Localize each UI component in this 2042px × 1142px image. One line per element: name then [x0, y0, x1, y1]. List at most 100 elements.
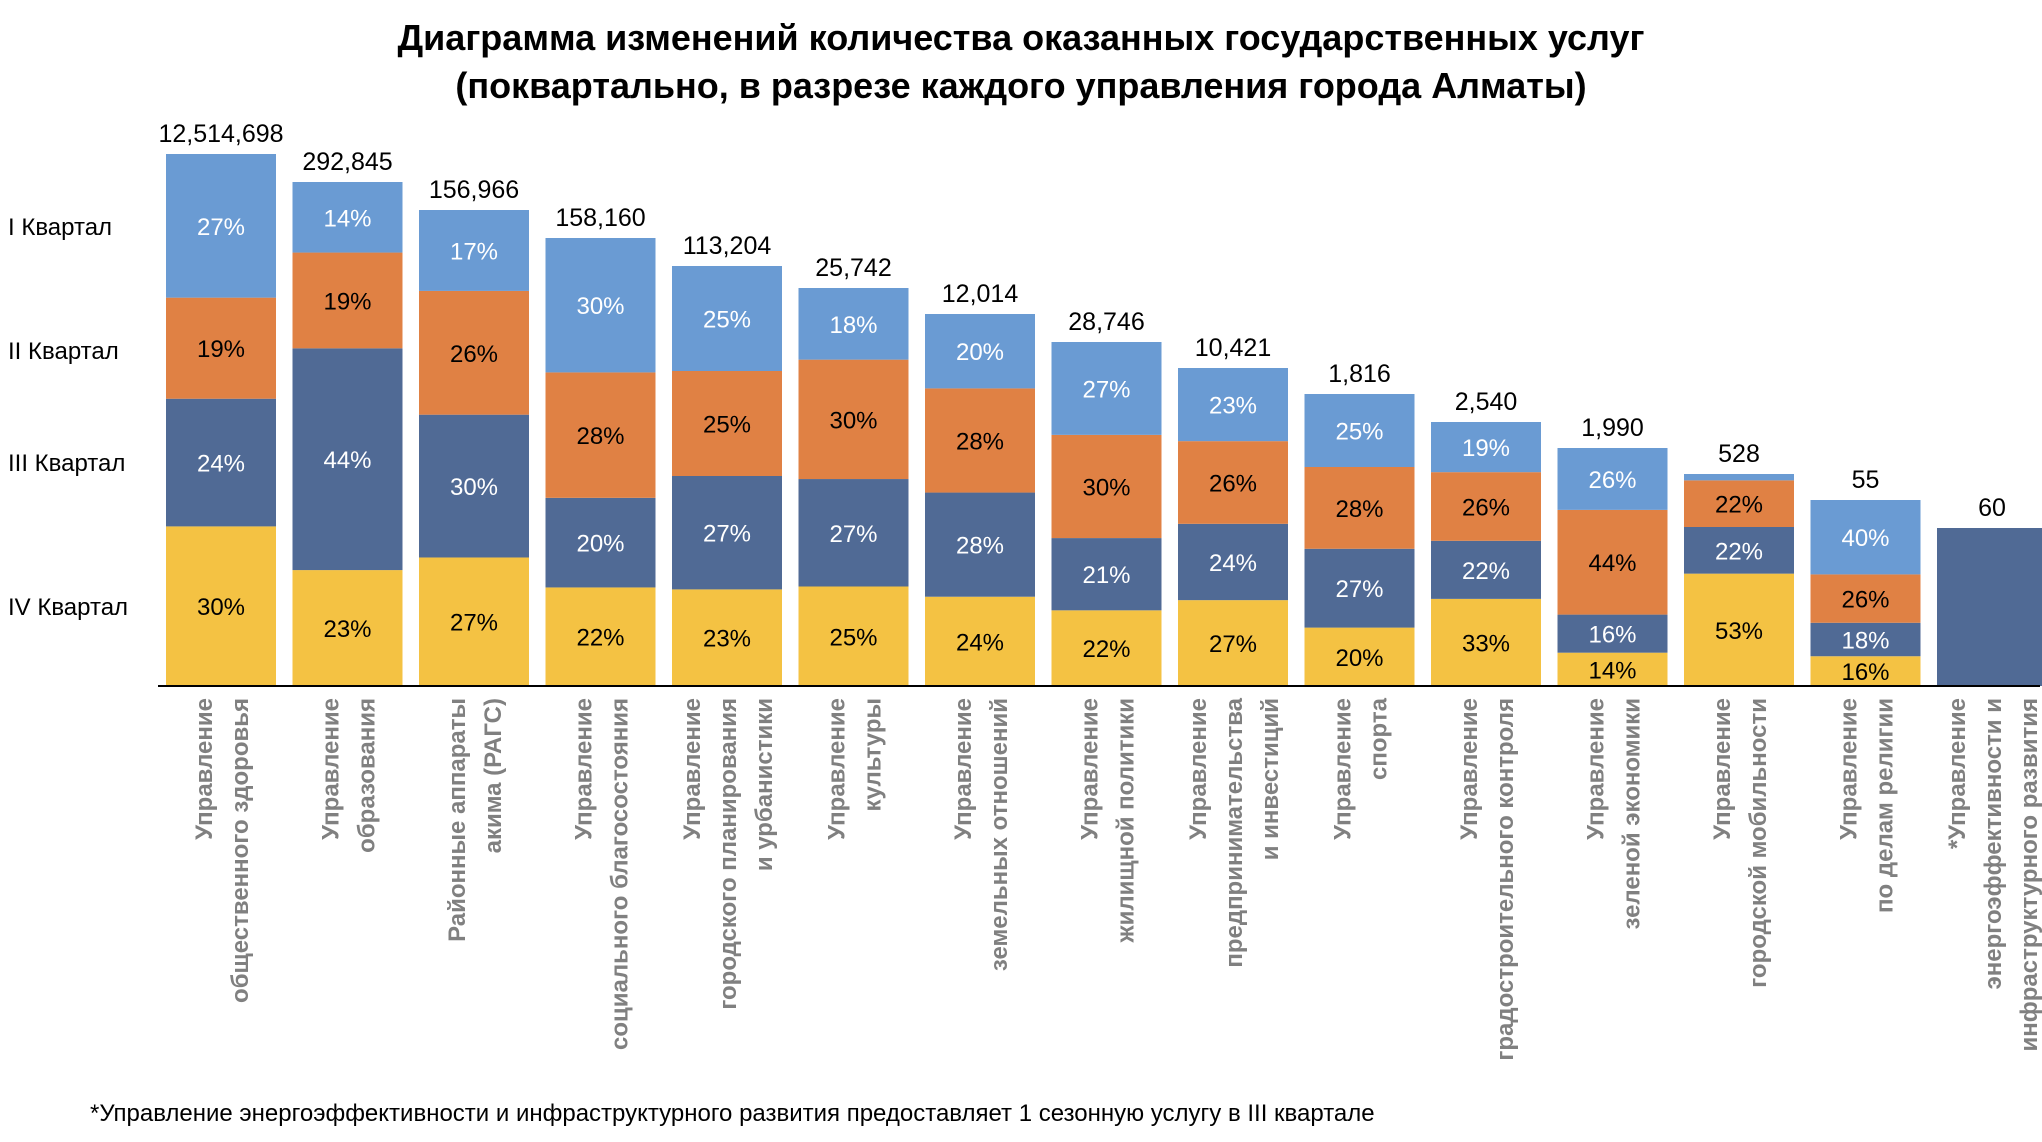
bar-segment-iii-14 — [1937, 528, 2042, 686]
bar-segment-i-3 — [545, 238, 656, 373]
bar-label-i-10: 19% — [1462, 435, 1510, 462]
total-label-3: 158,160 — [555, 204, 645, 232]
category-label-6-line-1: Управление — [950, 698, 977, 840]
bar-segment-ii-7 — [1051, 434, 1162, 539]
bar-segment-iii-3 — [545, 497, 656, 588]
bar-segment-iv-13 — [1810, 656, 1921, 686]
bar-segment-i-13 — [1810, 500, 1921, 575]
category-label-12-line-2: городской мобильности — [1745, 698, 1772, 988]
total-label-13: 55 — [1852, 466, 1880, 494]
category-label-14-line-2: энергоэффективности и — [1980, 698, 2007, 989]
bar-label-iv-10: 33% — [1462, 630, 1510, 657]
bar-label-ii-3: 28% — [576, 423, 624, 450]
bar-label-iv-4: 23% — [703, 626, 751, 653]
total-label-2: 156,966 — [429, 176, 519, 204]
bar-segment-iii-13 — [1810, 622, 1921, 657]
bar-segment-iii-11 — [1557, 614, 1668, 653]
category-label-3-line-1: Управление — [571, 698, 598, 840]
bar-segment-ii-3 — [545, 372, 656, 498]
bar-label-iv-0: 30% — [197, 594, 245, 621]
bar-segment-iv-6 — [925, 596, 1035, 686]
footnote: *Управление энергоэффективности и инфрас… — [90, 1100, 1375, 1127]
total-label-9: 1,816 — [1328, 360, 1391, 388]
bar-label-i-8: 23% — [1209, 393, 1257, 420]
bar-label-i-0: 27% — [197, 214, 245, 241]
bar-segment-iv-2 — [419, 557, 529, 686]
bar-segment-i-7 — [1051, 342, 1162, 435]
bar-label-i-5: 18% — [829, 312, 877, 339]
bar-segment-iv-7 — [1051, 610, 1162, 686]
category-label-3-line-2: социального благосостояния — [607, 698, 634, 1050]
bar-label-iii-5: 27% — [829, 521, 877, 548]
bar-segment-iii-1 — [292, 348, 403, 571]
bar-segment-iii-6 — [925, 492, 1035, 597]
bar-label-ii-8: 26% — [1209, 470, 1257, 497]
category-label-14-line-1: *Управление — [1944, 698, 1971, 849]
bar-label-ii-13: 26% — [1841, 587, 1889, 614]
bar-label-iii-12: 22% — [1715, 538, 1763, 565]
category-label-0-line-2: общественного здоровья — [227, 698, 254, 1003]
bar-segment-iv-5 — [798, 586, 909, 686]
bar-segment-ii-8 — [1178, 441, 1288, 524]
bar-label-i-2: 17% — [450, 238, 498, 265]
bar-label-iv-5: 25% — [829, 624, 877, 651]
bar-label-iii-3: 20% — [576, 531, 624, 558]
bar-segment-ii-4 — [672, 371, 782, 476]
bar-label-iii-10: 22% — [1462, 558, 1510, 585]
bar-label-iv-1: 23% — [323, 616, 371, 643]
category-label-8-line-3: и инвестиций — [1257, 698, 1284, 860]
bar-label-i-1: 14% — [323, 205, 371, 232]
bar-segment-iii-0 — [166, 398, 276, 527]
bar-label-iii-0: 24% — [197, 451, 245, 478]
bar-label-iii-9: 27% — [1335, 576, 1383, 603]
bar-label-iii-4: 27% — [703, 521, 751, 548]
category-label-1-line-2: образования — [354, 698, 381, 853]
category-label-13-line-2: по делам религии — [1872, 698, 1899, 913]
bar-segment-iv-9 — [1304, 627, 1415, 686]
category-label-6-line-2: земельных отношений — [986, 698, 1013, 971]
bar-segment-iv-4 — [672, 589, 782, 686]
bar-label-i-6: 20% — [956, 339, 1004, 366]
category-label-7-line-2: жилищной политики — [1113, 698, 1140, 943]
bar-segment-ii-2 — [419, 290, 529, 415]
bar-segment-iv-0 — [166, 526, 276, 686]
category-label-10-line-1: Управление — [1456, 698, 1483, 840]
bar-label-iii-1: 44% — [323, 447, 371, 474]
chart-title-line-2: (поквартально, в разрезе каждого управле… — [455, 65, 1587, 106]
bar-segment-iv-12 — [1684, 573, 1794, 686]
category-label-4-line-2: городского планирования — [715, 698, 742, 1010]
bar-segment-iv-3 — [545, 587, 656, 686]
bar-label-ii-9: 28% — [1335, 496, 1383, 523]
bar-segment-ii-12 — [1684, 480, 1794, 527]
bar-label-iv-2: 27% — [450, 610, 498, 637]
bar-label-ii-6: 28% — [956, 428, 1004, 455]
legend-label-q1: I Квартал — [8, 214, 112, 241]
category-label-12-line-1: Управление — [1709, 698, 1736, 840]
total-label-8: 10,421 — [1195, 334, 1271, 362]
category-label-10-line-2: градостроительного контроля — [1492, 698, 1519, 1061]
total-label-14: 60 — [1978, 494, 2006, 522]
category-label-0-line-1: Управление — [191, 698, 218, 840]
category-label-8-line-1: Управление — [1185, 698, 1212, 840]
bar-label-i-7: 27% — [1082, 376, 1130, 403]
bar-segment-i-2 — [419, 210, 529, 291]
bar-label-iii-13: 18% — [1841, 628, 1889, 655]
bar-label-iii-8: 24% — [1209, 550, 1257, 577]
bar-label-iii-11: 16% — [1588, 622, 1636, 649]
total-label-12: 528 — [1718, 440, 1760, 468]
total-label-11: 1,990 — [1581, 414, 1644, 442]
bar-label-iv-11: 14% — [1588, 657, 1636, 684]
bar-segment-i-10 — [1431, 422, 1541, 473]
bar-segment-ii-1 — [292, 252, 403, 349]
bar-segment-i-11 — [1557, 448, 1668, 510]
stacked-bar-chart: I Квартал II Квартал III Квартал IV Квартал… — [8, 120, 2042, 1061]
category-label-5-line-1: Управление — [824, 698, 851, 840]
bar-label-iii-6: 28% — [956, 533, 1004, 560]
bar-label-ii-2: 26% — [450, 341, 498, 368]
bar-label-ii-11: 44% — [1588, 550, 1636, 577]
bar-label-iii-7: 21% — [1082, 562, 1130, 589]
total-label-4: 113,204 — [683, 232, 772, 260]
bar-segment-i-12 — [1684, 474, 1794, 481]
category-label-2-line-2: акима (РАГС) — [480, 698, 507, 853]
bar-segment-iv-11 — [1557, 652, 1668, 686]
